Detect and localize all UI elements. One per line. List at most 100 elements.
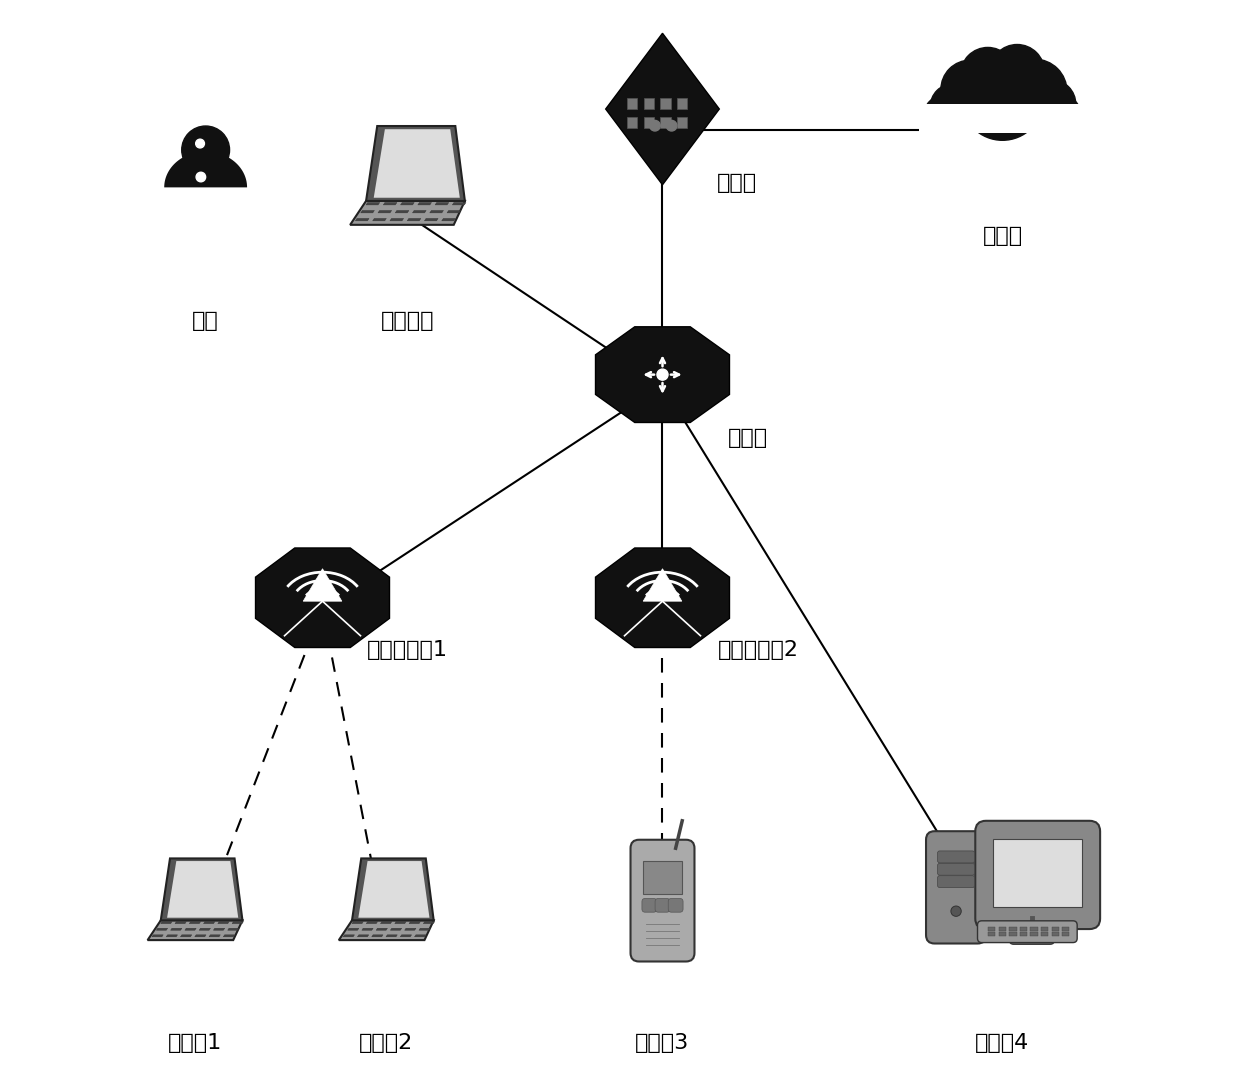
FancyBboxPatch shape (655, 898, 670, 912)
Polygon shape (409, 922, 420, 924)
Bar (644, 117, 655, 128)
Bar (1063, 932, 1069, 937)
Polygon shape (350, 201, 465, 225)
Circle shape (182, 126, 229, 174)
Bar (1052, 927, 1059, 931)
Polygon shape (401, 934, 412, 937)
FancyBboxPatch shape (937, 851, 975, 863)
Bar (1030, 932, 1038, 937)
Bar (677, 117, 687, 128)
Polygon shape (210, 934, 221, 937)
Circle shape (1027, 80, 1076, 128)
Polygon shape (339, 921, 434, 940)
Bar (1042, 932, 1048, 937)
Polygon shape (200, 928, 211, 930)
Circle shape (650, 121, 660, 131)
Polygon shape (418, 203, 432, 205)
Bar (1019, 932, 1027, 937)
Text: 无线接入点1: 无线接入点1 (367, 640, 448, 660)
Polygon shape (644, 569, 682, 601)
Polygon shape (376, 928, 387, 930)
Polygon shape (232, 922, 243, 924)
Polygon shape (595, 327, 729, 423)
Polygon shape (153, 934, 164, 937)
Circle shape (1002, 59, 1066, 124)
Polygon shape (171, 928, 182, 930)
Text: 管理主机: 管理主机 (381, 311, 434, 331)
FancyBboxPatch shape (1009, 928, 1054, 944)
Bar (1052, 932, 1059, 937)
Text: 无线接入点2: 无线接入点2 (718, 640, 799, 660)
FancyBboxPatch shape (642, 898, 657, 912)
Text: 客户端1: 客户端1 (167, 1034, 222, 1053)
Polygon shape (347, 928, 358, 930)
Polygon shape (373, 219, 387, 221)
Bar (627, 117, 637, 128)
Polygon shape (352, 859, 434, 921)
Bar (998, 932, 1006, 937)
Polygon shape (414, 934, 425, 937)
Polygon shape (357, 934, 368, 937)
Polygon shape (223, 934, 234, 937)
Bar (660, 98, 671, 109)
Polygon shape (218, 922, 229, 924)
Text: 用户: 用户 (192, 311, 219, 331)
Text: 交换机: 交换机 (728, 428, 768, 447)
Polygon shape (213, 928, 224, 930)
Bar (644, 98, 655, 109)
Polygon shape (401, 203, 414, 205)
Polygon shape (373, 129, 460, 198)
Polygon shape (424, 219, 438, 221)
Text: 客户端4: 客户端4 (976, 1034, 1029, 1053)
Polygon shape (175, 922, 186, 924)
Polygon shape (167, 861, 238, 917)
Polygon shape (372, 934, 383, 937)
Polygon shape (430, 210, 444, 213)
Bar (1030, 927, 1038, 931)
Polygon shape (148, 921, 243, 940)
Polygon shape (156, 928, 167, 930)
FancyBboxPatch shape (630, 839, 694, 961)
Bar (627, 98, 637, 109)
Polygon shape (419, 928, 430, 930)
Polygon shape (164, 152, 247, 187)
Bar (1009, 932, 1017, 937)
Polygon shape (358, 861, 429, 917)
Polygon shape (181, 934, 192, 937)
Circle shape (196, 139, 205, 148)
Bar (988, 932, 996, 937)
Bar (1042, 927, 1048, 931)
Polygon shape (383, 203, 397, 205)
FancyBboxPatch shape (668, 898, 683, 912)
Polygon shape (396, 210, 409, 213)
Polygon shape (255, 548, 389, 647)
Bar (1063, 927, 1069, 931)
Polygon shape (386, 934, 397, 937)
FancyBboxPatch shape (937, 863, 975, 875)
Polygon shape (605, 33, 719, 185)
FancyBboxPatch shape (937, 876, 975, 888)
Polygon shape (407, 219, 420, 221)
Polygon shape (366, 922, 377, 924)
Polygon shape (448, 210, 461, 213)
Polygon shape (413, 210, 427, 213)
Polygon shape (394, 922, 405, 924)
Polygon shape (378, 210, 392, 213)
Text: 客户端2: 客户端2 (360, 1034, 413, 1053)
Polygon shape (361, 210, 374, 213)
Polygon shape (366, 203, 379, 205)
Polygon shape (161, 859, 243, 921)
FancyBboxPatch shape (976, 821, 1100, 929)
Polygon shape (203, 922, 215, 924)
FancyBboxPatch shape (993, 838, 1083, 907)
Circle shape (961, 47, 1016, 103)
Polygon shape (362, 928, 373, 930)
Text: 客户端3: 客户端3 (635, 1034, 689, 1053)
Bar (660, 117, 671, 128)
Polygon shape (441, 219, 455, 221)
Polygon shape (161, 922, 172, 924)
Polygon shape (356, 219, 370, 221)
Bar (919, 105, 1085, 134)
Bar (1019, 927, 1027, 931)
Circle shape (1045, 96, 1081, 131)
